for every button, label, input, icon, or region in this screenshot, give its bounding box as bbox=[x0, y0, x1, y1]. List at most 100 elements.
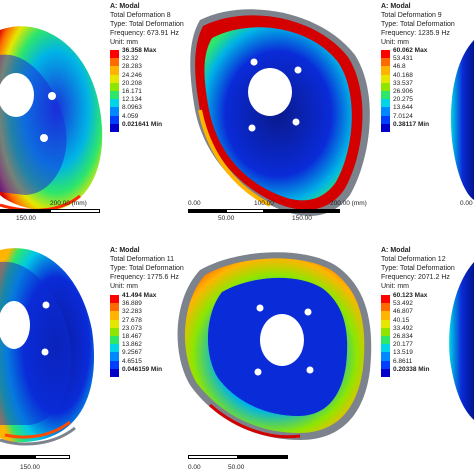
header-title: A: Modal bbox=[110, 247, 140, 254]
header-frequency: Frequency: 1775.6 Hz bbox=[110, 274, 179, 281]
legend-value: 18.467 bbox=[122, 332, 142, 340]
legend-swatch bbox=[381, 123, 390, 132]
legend-swatch bbox=[110, 344, 119, 353]
legend-value: 20.275 bbox=[393, 96, 413, 104]
legend-swatch bbox=[110, 107, 119, 116]
legend-row: 24.246 bbox=[110, 71, 190, 83]
scale-label: 100.00 bbox=[254, 200, 274, 207]
legend-swatch bbox=[110, 360, 119, 369]
panel-header-mode12: A: Modal Total Deformation 12 Type: Tota… bbox=[381, 246, 455, 291]
legend-value: 40.15 bbox=[393, 316, 410, 324]
panel-header-mode8: A: Modal Total Deformation 8 Type: Total… bbox=[110, 2, 184, 47]
legend-row: 4.6515 bbox=[110, 357, 190, 369]
legend-swatch bbox=[381, 319, 390, 328]
panel-header-mode9: A: Modal Total Deformation 9 Type: Total… bbox=[381, 2, 455, 47]
legend-swatch bbox=[381, 107, 390, 116]
legend-value: 32.32 bbox=[122, 55, 139, 63]
legend-swatch bbox=[381, 66, 390, 75]
legend-swatch bbox=[381, 360, 390, 369]
legend-swatch bbox=[381, 295, 390, 304]
legend-row: 20.208 bbox=[110, 79, 190, 91]
scale-bar-graphic bbox=[0, 209, 100, 213]
header-frequency: Frequency: 1235.9 Hz bbox=[381, 30, 450, 37]
legend-swatch bbox=[381, 74, 390, 83]
header-unit: Unit: mm bbox=[381, 39, 409, 46]
scale-label: 0.00 bbox=[188, 464, 201, 471]
legend-row: 40.168 bbox=[381, 71, 461, 83]
legend-value: 7.0124 bbox=[393, 112, 413, 120]
scale-bar-top-left: 200.00 (mm) 150.00 bbox=[0, 200, 110, 224]
legend-swatch bbox=[381, 311, 390, 320]
legend-mode12: 60.123 Max 53.492 46.807 40.15 33.492 26… bbox=[381, 292, 461, 377]
legend-value: 13.644 bbox=[393, 104, 413, 112]
legend-row: 16.171 bbox=[110, 87, 190, 100]
legend-row: 18.467 bbox=[110, 332, 190, 345]
legend-row: 20.275 bbox=[381, 96, 461, 108]
legend-row: 0.38117 Min bbox=[381, 120, 461, 132]
legend-row: 6.8611 bbox=[381, 357, 461, 369]
legend-value: 16.171 bbox=[122, 87, 142, 95]
legend-value: 26.834 bbox=[393, 332, 413, 340]
legend-row: 41.494 Max bbox=[110, 292, 190, 304]
legend-value: 24.246 bbox=[122, 71, 142, 79]
legend-value: 26.906 bbox=[393, 87, 413, 95]
model-right-top bbox=[450, 40, 474, 200]
legend-value: 40.168 bbox=[393, 71, 413, 79]
header-type: Type: Total Deformation bbox=[110, 21, 184, 28]
legend-value: 4.059 bbox=[122, 112, 139, 120]
header-title: A: Modal bbox=[381, 3, 411, 10]
legend-value: 13.862 bbox=[122, 341, 142, 349]
header-name: Total Deformation 12 bbox=[381, 256, 446, 263]
model-mode12 bbox=[177, 252, 372, 440]
legend-value: 36.889 bbox=[122, 300, 142, 308]
legend-swatch bbox=[381, 82, 390, 91]
header-name: Total Deformation 9 bbox=[381, 12, 442, 19]
legend-value: 9.2567 bbox=[122, 349, 142, 357]
model-right-bottom bbox=[449, 262, 474, 420]
header-title: A: Modal bbox=[110, 3, 140, 10]
legend-value: 32.283 bbox=[122, 308, 142, 316]
legend-mode8: 36.358 Max 32.32 28.283 24.246 20.208 16… bbox=[110, 47, 190, 132]
legend-value: 4.6515 bbox=[122, 357, 142, 365]
legend-swatch bbox=[110, 58, 119, 67]
scale-bar-graphic bbox=[188, 209, 343, 213]
header-unit: Unit: mm bbox=[110, 39, 138, 46]
header-name: Total Deformation 11 bbox=[110, 256, 175, 263]
legend-row: 53.431 bbox=[381, 55, 461, 67]
legend-mode9: 60.062 Max 53.431 46.8 40.168 33.537 26.… bbox=[381, 47, 461, 132]
legend-row: 36.358 Max bbox=[110, 47, 190, 59]
legend-value: 53.492 bbox=[393, 300, 413, 308]
legend-swatch bbox=[110, 352, 119, 361]
legend-swatch bbox=[381, 303, 390, 312]
legend-row: 0.046159 Min bbox=[110, 365, 190, 377]
legend-swatch bbox=[381, 50, 390, 59]
legend-row: 32.283 bbox=[110, 308, 190, 320]
legend-swatch bbox=[110, 368, 119, 377]
legend-swatch bbox=[110, 50, 119, 59]
legend-swatch bbox=[381, 335, 390, 345]
legend-value: 12.134 bbox=[122, 96, 142, 104]
scale-bar-top-right: 0.00 bbox=[458, 200, 474, 224]
legend-swatch bbox=[110, 115, 119, 124]
legend-swatch bbox=[110, 311, 119, 320]
header-type: Type: Total Deformation bbox=[110, 265, 184, 272]
legend-row: 33.492 bbox=[381, 325, 461, 336]
legend-min: 0.046159 Min bbox=[122, 365, 163, 373]
legend-value: 20.208 bbox=[122, 79, 142, 87]
legend-value: 20.177 bbox=[393, 341, 413, 349]
legend-value: 28.283 bbox=[122, 63, 142, 71]
legend-swatch bbox=[110, 90, 119, 100]
scale-label: 150.00 bbox=[292, 215, 312, 222]
legend-min: 0.38117 Min bbox=[393, 120, 430, 128]
legend-value: 6.8611 bbox=[393, 357, 413, 365]
legend-max: 41.494 Max bbox=[122, 292, 157, 299]
legend-swatch bbox=[110, 82, 119, 91]
legend-row: 13.644 bbox=[381, 104, 461, 116]
legend-row: 60.123 Max bbox=[381, 292, 461, 304]
legend-row: 0.021641 Min bbox=[110, 121, 190, 132]
legend-swatch bbox=[381, 352, 390, 361]
scale-bar-graphic bbox=[188, 455, 288, 459]
legend-row: 27.678 bbox=[110, 317, 190, 328]
legend-row: 46.807 bbox=[381, 308, 461, 320]
